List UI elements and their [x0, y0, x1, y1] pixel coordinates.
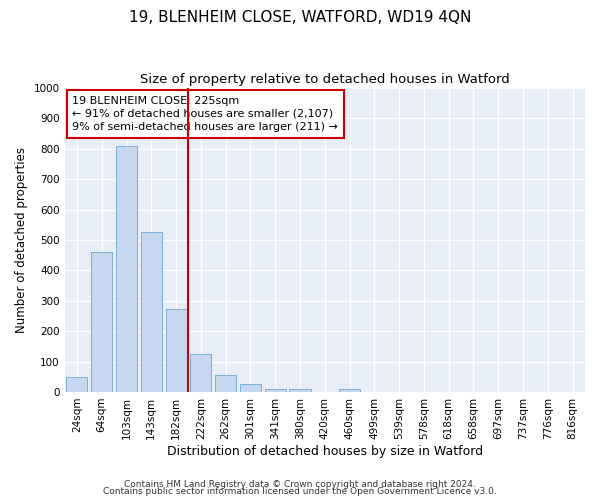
Bar: [141, 232, 162, 392]
Title: Size of property relative to detached houses in Watford: Size of property relative to detached ho…: [140, 72, 509, 86]
Text: 19, BLENHEIM CLOSE, WATFORD, WD19 4QN: 19, BLENHEIM CLOSE, WATFORD, WD19 4QN: [129, 10, 471, 25]
Bar: [265, 388, 286, 392]
Y-axis label: Number of detached properties: Number of detached properties: [15, 147, 28, 333]
Text: Contains public sector information licensed under the Open Government Licence v3: Contains public sector information licen…: [103, 487, 497, 496]
Bar: [289, 388, 311, 392]
Bar: [215, 375, 236, 392]
Bar: [91, 252, 112, 392]
Bar: [116, 146, 137, 392]
Bar: [190, 354, 211, 392]
Bar: [240, 384, 261, 392]
Bar: [339, 389, 360, 392]
Text: Contains HM Land Registry data © Crown copyright and database right 2024.: Contains HM Land Registry data © Crown c…: [124, 480, 476, 489]
Text: 19 BLENHEIM CLOSE: 225sqm
← 91% of detached houses are smaller (2,107)
9% of sem: 19 BLENHEIM CLOSE: 225sqm ← 91% of detac…: [73, 96, 338, 132]
X-axis label: Distribution of detached houses by size in Watford: Distribution of detached houses by size …: [167, 444, 483, 458]
Bar: [166, 310, 187, 392]
Bar: [67, 378, 88, 392]
